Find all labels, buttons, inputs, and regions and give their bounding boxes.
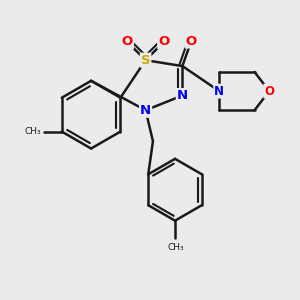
Text: O: O [186,34,197,48]
Text: N: N [177,89,188,102]
Text: S: S [141,54,150,67]
Text: CH₃: CH₃ [167,243,184,252]
Text: O: O [264,85,274,98]
Text: N: N [214,85,224,98]
Text: O: O [122,35,133,48]
Text: N: N [140,104,151,117]
Text: O: O [158,35,169,48]
Text: CH₃: CH₃ [25,127,41,136]
